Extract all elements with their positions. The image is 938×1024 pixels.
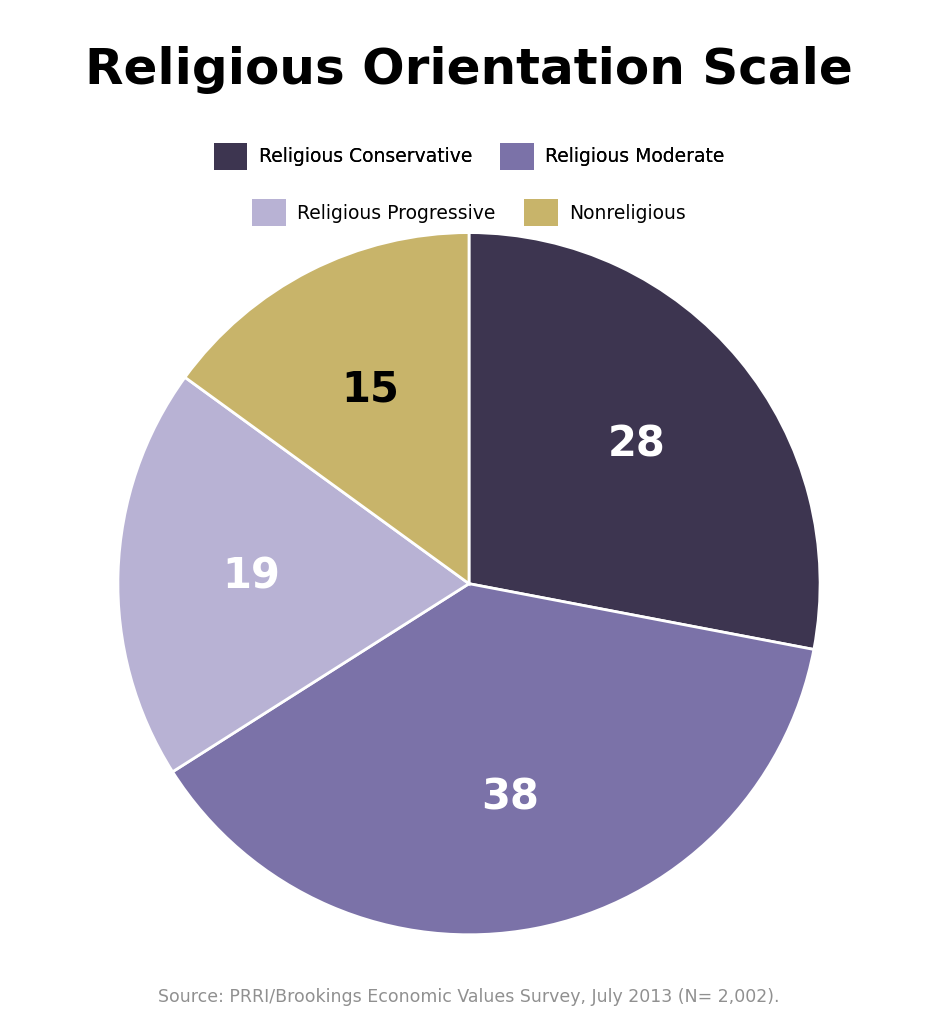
Legend: Religious Progressive, Nonreligious: Religious Progressive, Nonreligious [247,194,691,231]
Text: 15: 15 [341,369,399,411]
Text: 19: 19 [222,556,280,598]
Wedge shape [173,584,814,935]
Legend: Religious Conservative, Religious Moderate: Religious Conservative, Religious Modera… [208,137,730,175]
Wedge shape [185,232,469,584]
Text: Religious Orientation Scale: Religious Orientation Scale [85,46,853,94]
Text: Source: PRRI/Brookings Economic Values Survey, July 2013 (N= 2,002).: Source: PRRI/Brookings Economic Values S… [159,987,779,1006]
Wedge shape [469,232,820,649]
Text: 28: 28 [608,424,666,466]
Text: 38: 38 [481,776,538,818]
Wedge shape [118,377,469,772]
